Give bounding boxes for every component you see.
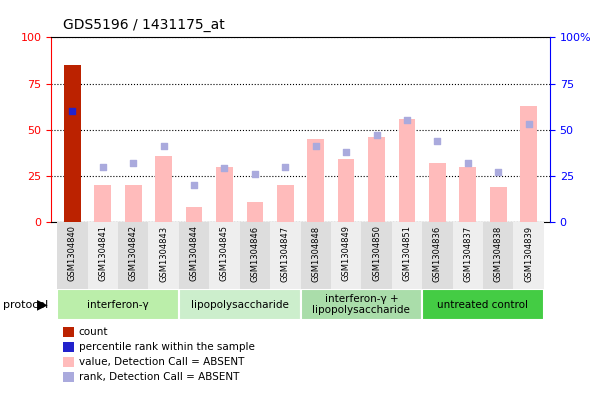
Bar — [300, 290, 422, 320]
Point — [67, 108, 77, 114]
Text: rank, Detection Call = ABSENT: rank, Detection Call = ABSENT — [79, 372, 239, 382]
Text: GSM1304845: GSM1304845 — [220, 225, 229, 281]
Text: GSM1304844: GSM1304844 — [189, 225, 198, 281]
Text: GSM1304843: GSM1304843 — [159, 225, 168, 281]
Bar — [209, 222, 240, 289]
Point — [493, 169, 503, 175]
Text: GDS5196 / 1431175_at: GDS5196 / 1431175_at — [63, 18, 225, 32]
Point — [98, 163, 108, 170]
Bar — [179, 290, 300, 320]
Text: GSM1304850: GSM1304850 — [372, 225, 381, 281]
Text: GSM1304839: GSM1304839 — [524, 225, 533, 281]
Bar — [148, 222, 179, 289]
Point — [159, 143, 168, 149]
Bar — [429, 163, 446, 222]
Point — [402, 117, 412, 123]
Text: GSM1304837: GSM1304837 — [463, 225, 472, 282]
Text: protocol: protocol — [3, 299, 48, 310]
Bar — [246, 202, 263, 222]
Bar — [422, 290, 544, 320]
Text: GSM1304842: GSM1304842 — [129, 225, 138, 281]
Point — [281, 163, 290, 170]
Text: interferon-γ +
lipopolysaccharide: interferon-γ + lipopolysaccharide — [313, 294, 410, 315]
Bar — [422, 222, 453, 289]
Point — [341, 149, 351, 155]
Bar — [155, 156, 172, 222]
Bar — [216, 167, 233, 222]
Bar — [125, 185, 142, 222]
Bar — [331, 222, 361, 289]
Point — [433, 138, 442, 144]
Point — [463, 160, 472, 166]
Bar — [338, 159, 355, 222]
Point — [250, 171, 260, 177]
Text: percentile rank within the sample: percentile rank within the sample — [79, 342, 255, 352]
Bar — [88, 222, 118, 289]
Bar — [392, 222, 422, 289]
Text: GSM1304840: GSM1304840 — [68, 225, 77, 281]
Bar — [270, 222, 300, 289]
Bar — [240, 222, 270, 289]
Text: GSM1304849: GSM1304849 — [341, 225, 350, 281]
Bar — [57, 222, 88, 289]
Text: value, Detection Call = ABSENT: value, Detection Call = ABSENT — [79, 357, 244, 367]
Text: untreated control: untreated control — [438, 299, 528, 310]
Bar — [483, 222, 513, 289]
Point — [219, 165, 229, 172]
Bar — [513, 222, 544, 289]
Text: GSM1304836: GSM1304836 — [433, 225, 442, 282]
Bar — [307, 139, 324, 222]
Text: GSM1304841: GSM1304841 — [99, 225, 108, 281]
Point — [524, 121, 534, 127]
Bar — [520, 106, 537, 222]
Text: count: count — [79, 327, 108, 337]
Bar — [361, 222, 392, 289]
Point — [372, 132, 382, 138]
Bar — [57, 290, 179, 320]
Bar — [453, 222, 483, 289]
Text: GSM1304847: GSM1304847 — [281, 225, 290, 281]
Text: ▶: ▶ — [37, 298, 48, 312]
Bar — [94, 185, 111, 222]
Bar — [490, 187, 507, 222]
Bar — [368, 137, 385, 222]
Bar — [186, 207, 203, 222]
Point — [189, 182, 199, 188]
Bar — [64, 65, 81, 222]
Text: GSM1304838: GSM1304838 — [493, 225, 502, 282]
Point — [129, 160, 138, 166]
Bar — [277, 185, 294, 222]
Text: GSM1304848: GSM1304848 — [311, 225, 320, 281]
Bar — [398, 119, 415, 222]
Text: lipopolysaccharide: lipopolysaccharide — [191, 299, 288, 310]
Text: GSM1304846: GSM1304846 — [251, 225, 260, 281]
Text: GSM1304851: GSM1304851 — [403, 225, 412, 281]
Text: interferon-γ: interferon-γ — [87, 299, 149, 310]
Bar — [118, 222, 148, 289]
Point — [311, 143, 320, 149]
Bar — [459, 167, 476, 222]
Bar — [300, 222, 331, 289]
Bar — [179, 222, 209, 289]
